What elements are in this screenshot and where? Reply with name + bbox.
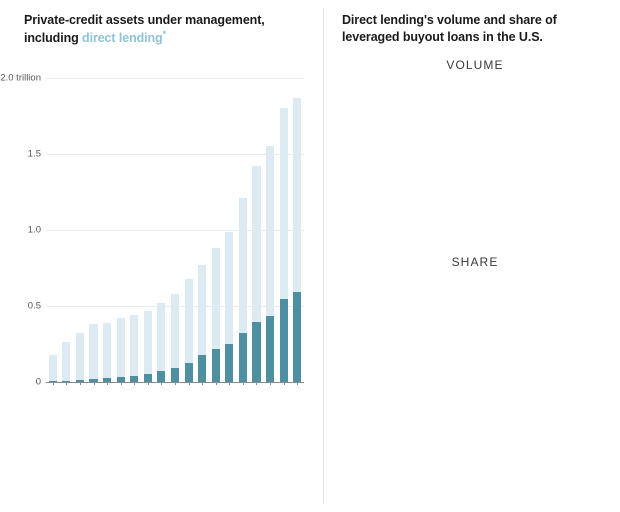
left-headline-dagger: * <box>162 28 167 39</box>
x-axis-tick <box>202 382 204 385</box>
y-axis-label: 0.5 <box>27 300 41 312</box>
bar-segment-total <box>143 310 152 382</box>
left-headline: Private-credit assets under management, … <box>24 12 304 46</box>
bar-segment-direct-lending <box>279 299 288 382</box>
bar-segment-total <box>279 108 288 382</box>
aum-bar <box>130 78 139 382</box>
bar-segment-direct-lending <box>89 379 98 382</box>
aum-bar <box>225 78 234 382</box>
y-axis-label: 1.5 <box>27 148 41 160</box>
gridline <box>46 78 304 79</box>
bar-segment-total <box>238 198 247 382</box>
right-headline: Direct lending's volume and share of lev… <box>342 12 612 45</box>
bar-segment-direct-lending <box>75 380 84 382</box>
x-axis-tick <box>229 382 231 385</box>
bar-segment-total <box>89 324 98 382</box>
right-headline-line1: Direct lending's volume and share of <box>342 13 557 27</box>
bar-segment-direct-lending <box>130 375 139 382</box>
left-headline-line1: Private-credit assets under management, <box>24 13 265 27</box>
aum-bar <box>116 78 125 382</box>
aum-bar <box>75 78 84 382</box>
bar-segment-total <box>225 231 234 382</box>
gridline <box>46 230 304 231</box>
x-axis-tick <box>270 382 272 385</box>
bar-segment-total <box>198 264 207 382</box>
x-axis-tick <box>161 382 163 385</box>
bar-segment-direct-lending <box>62 381 71 382</box>
bar-segment-total <box>103 322 112 382</box>
bar-segment-total <box>170 293 180 382</box>
x-axis-tick <box>242 382 244 385</box>
bar-segment-direct-lending <box>225 344 234 382</box>
bar-segment-total <box>130 315 139 382</box>
x-axis-tick <box>79 382 81 385</box>
x-axis-tick <box>283 382 285 385</box>
x-axis-tick <box>107 382 109 385</box>
bar-segment-direct-lending <box>157 371 166 382</box>
column-divider <box>323 8 324 504</box>
x-axis-tick <box>256 382 258 385</box>
x-axis-tick <box>120 382 122 385</box>
aum-bar <box>89 78 98 382</box>
aum-bar <box>238 78 247 382</box>
bar-segment-total <box>62 342 71 382</box>
left-panel: Private-credit assets under management, … <box>0 12 304 388</box>
aum-bar <box>143 78 152 382</box>
x-axis-tick <box>93 382 95 385</box>
bar-segment-direct-lending <box>265 315 275 382</box>
y-axis-label: 0 <box>35 376 41 388</box>
bar-segment-total <box>265 146 275 382</box>
left-headline-accent: direct lending <box>82 30 163 45</box>
x-axis-tick <box>175 382 176 385</box>
bar-segment-total <box>184 278 193 382</box>
aum-bar <box>252 78 261 382</box>
bar-segment-direct-lending <box>198 355 207 382</box>
x-axis-tick <box>188 382 190 385</box>
aum-bar <box>293 78 302 382</box>
aum-bar <box>170 78 180 382</box>
aum-bar <box>265 78 275 382</box>
aum-bar <box>62 78 71 382</box>
right-panel: Direct lending's volume and share of lev… <box>330 0 620 512</box>
bar-segment-direct-lending <box>184 363 193 382</box>
x-axis-tick <box>134 382 136 385</box>
bar-segment-total <box>211 248 220 382</box>
bar-segment-direct-lending <box>116 376 125 382</box>
x-axis-tick <box>297 382 299 385</box>
bar-segment-direct-lending <box>252 321 261 382</box>
aum-bar <box>48 78 57 382</box>
bar-segment-direct-lending <box>103 378 112 382</box>
aum-bar <box>211 78 220 382</box>
aum-bar <box>103 78 112 382</box>
bar-segment-total <box>157 302 166 382</box>
y-axis-label: $2.0 trillion <box>0 72 41 84</box>
bar-segment-total <box>252 166 261 382</box>
aum-bar <box>184 78 193 382</box>
bar-segment-direct-lending <box>211 348 220 382</box>
bar-segment-total <box>116 318 125 382</box>
bar-segment-total <box>293 97 302 382</box>
bar-segment-direct-lending <box>48 381 57 382</box>
y-axis-label: 1.0 <box>27 224 41 236</box>
gridline <box>46 154 304 155</box>
x-axis-tick <box>66 382 68 385</box>
volume-chart-title: VOLUME <box>446 58 504 72</box>
bar-segment-direct-lending <box>143 373 152 382</box>
right-headline-line2: leveraged buyout loans in the U.S. <box>342 29 543 44</box>
bar-segment-total <box>75 333 84 382</box>
bar-segment-total <box>48 354 57 382</box>
bar-segment-direct-lending <box>238 332 247 382</box>
private-credit-aum-chart: 0 0.5 1.0 1.5 $2.0 trillion <box>0 73 304 388</box>
x-axis-tick <box>215 382 217 385</box>
left-headline-line2-prefix: including <box>24 30 83 45</box>
bar-segment-direct-lending <box>293 291 302 382</box>
x-axis-tick <box>52 382 54 385</box>
aum-bar <box>157 78 166 382</box>
aum-bar <box>198 78 207 382</box>
aum-bar <box>279 78 288 382</box>
share-chart-title: SHARE <box>451 255 499 269</box>
bar-segment-direct-lending <box>170 367 180 382</box>
x-axis-tick <box>147 382 149 385</box>
